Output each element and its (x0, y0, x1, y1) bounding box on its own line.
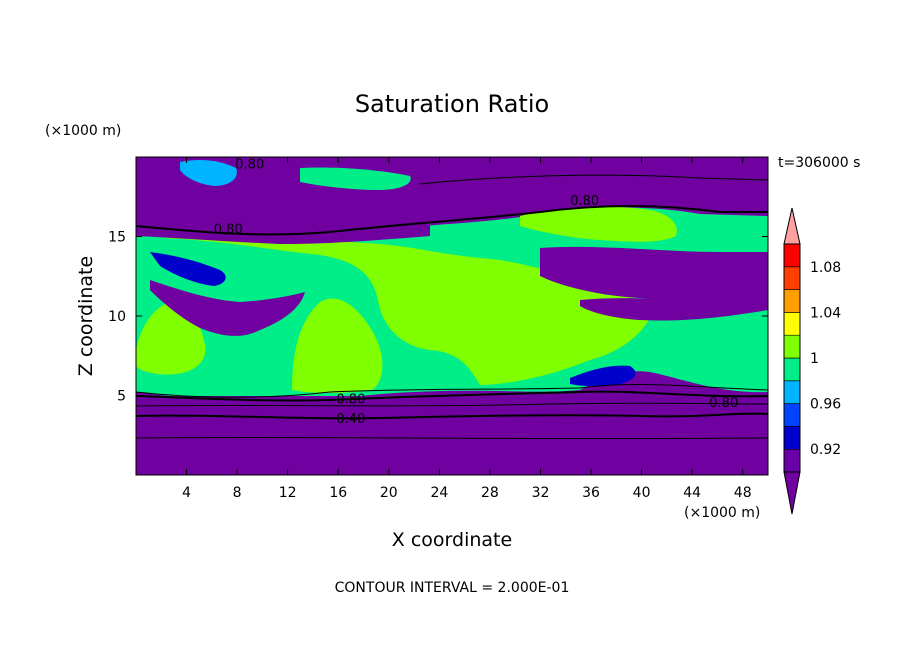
y-axis-ticks: 5 10 15 (108, 230, 768, 405)
band-dry-top-left (136, 210, 430, 244)
region-saturated-right (520, 206, 677, 242)
contour-label: 0.40 (336, 412, 365, 427)
x-unit-label: (×1000 m) (684, 505, 760, 521)
colorbar-swatch (783, 312, 801, 336)
colorbar-swatch (783, 357, 801, 382)
colorbar-swatch (783, 243, 801, 268)
colorbar-tick-label: 1 (810, 351, 819, 367)
contour-thin-2 (136, 436, 768, 440)
colorbar-swatch (783, 289, 801, 313)
band-dry-upper-right (540, 246, 768, 303)
colorbar-tick-label: 1.04 (810, 305, 841, 321)
contour-label: 0.80 (570, 194, 599, 209)
contour-label: 0.80 (214, 223, 243, 238)
x-tick-label: 16 (329, 485, 347, 501)
colorbar-swatch (783, 266, 801, 290)
colorbar-over-triangle (783, 207, 801, 245)
colorbar-under-triangle (783, 471, 801, 515)
colorbar: 1.08 1.04 1 0.96 0.92 (783, 207, 841, 515)
y-tick-label: 10 (108, 309, 126, 325)
y-axis-title: Z coordinate (75, 256, 97, 376)
x-tick-label: 20 (380, 485, 398, 501)
chart-title: Saturation Ratio (355, 90, 549, 118)
x-tick-label: 24 (430, 485, 448, 501)
colorbar-swatch (783, 334, 801, 359)
colorbar-swatch (783, 448, 801, 473)
edge-cyan-top (180, 160, 237, 186)
region-saturated-upper (160, 236, 650, 385)
contour-labels: 0.80 0.80 0.80 0.80 0.40 0.80 (214, 157, 738, 426)
edge-blue-left (150, 252, 226, 286)
x-tick-label: 44 (683, 485, 701, 501)
contour-thin-1 (136, 402, 768, 407)
colorbar-swatch (783, 403, 801, 427)
x-tick-label: 12 (279, 485, 297, 501)
contour-saturation-1 (136, 384, 768, 398)
x-tick-label: 8 (233, 485, 242, 501)
x-axis-title: X coordinate (392, 529, 512, 551)
edge-blue-right (570, 365, 636, 387)
lower-dry-layer (136, 396, 768, 475)
colorbar-swatch (783, 380, 801, 404)
contour-040 (136, 412, 768, 420)
x-tick-label: 48 (734, 485, 752, 501)
contour-interval-note: CONTOUR INTERVAL = 2.000E-01 (335, 580, 570, 596)
contour-thin-top (419, 174, 768, 185)
region-saturated-center (292, 298, 383, 393)
plot-area (136, 157, 768, 475)
colorbar-swatch (783, 426, 801, 450)
x-tick-label: 32 (532, 485, 550, 501)
y-tick-label: 15 (108, 230, 126, 246)
colorbar-tick-label: 1.08 (810, 260, 841, 276)
time-label: t=306000 s (778, 155, 860, 171)
contour-080-upper (136, 205, 768, 236)
y-tick-label: 5 (117, 389, 126, 405)
x-axis-ticks: 4 8 12 16 20 24 28 32 36 40 44 48 (182, 157, 752, 501)
contour-080-lower (136, 390, 768, 402)
contour-label: 0.80 (336, 393, 365, 408)
colorbar-tick-label: 0.96 (810, 397, 841, 413)
band-dry-mid-right (580, 296, 768, 321)
region-saturated-left (136, 303, 206, 375)
colorbar-frame (783, 243, 801, 473)
edge-cyan-top2 (300, 167, 411, 190)
contour-label: 0.80 (709, 396, 738, 411)
colorbar-tick-label: 0.92 (810, 442, 841, 458)
x-tick-label: 36 (582, 485, 600, 501)
x-tick-label: 4 (182, 485, 191, 501)
contour-label: 0.80 (235, 157, 264, 172)
x-tick-label: 28 (481, 485, 499, 501)
band-dry-mid-left (150, 280, 305, 336)
x-tick-label: 40 (633, 485, 651, 501)
y-unit-label: (×1000 m) (45, 123, 121, 139)
